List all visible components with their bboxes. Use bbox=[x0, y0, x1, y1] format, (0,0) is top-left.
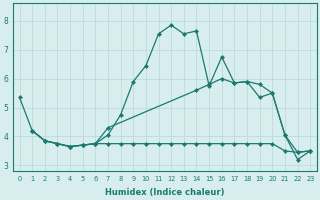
X-axis label: Humidex (Indice chaleur): Humidex (Indice chaleur) bbox=[105, 188, 225, 197]
